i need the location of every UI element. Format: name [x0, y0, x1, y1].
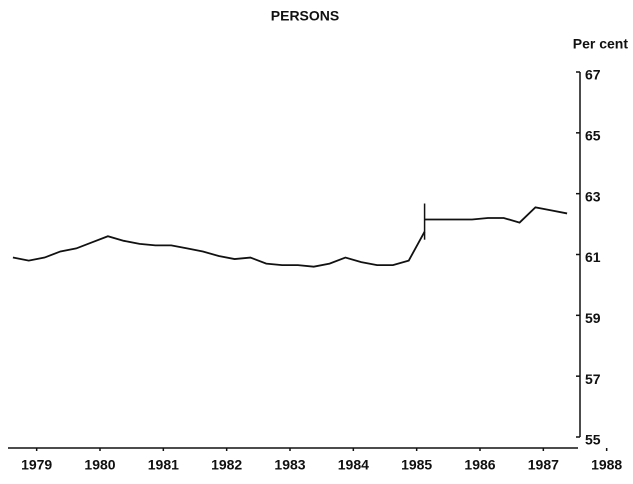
line-series	[12, 231, 426, 268]
y-tick-label: 63	[585, 188, 601, 204]
x-tick-label: 1980	[84, 457, 115, 473]
chart-title: PERSONS	[271, 8, 339, 24]
x-tick-label: 1984	[338, 457, 369, 473]
x-tick-label: 1979	[21, 457, 52, 473]
y-tick-label: 61	[585, 249, 601, 265]
y-tick-label: 59	[585, 310, 601, 326]
x-tick-label: 1987	[528, 457, 559, 473]
x-tick-label: 1982	[211, 457, 242, 473]
y-tick-label: 55	[585, 432, 601, 448]
x-tick-label: 1985	[401, 457, 432, 473]
y-tick-label: 65	[585, 128, 601, 144]
x-tick-label: 1986	[464, 457, 495, 473]
y-tick-label: 67	[585, 67, 601, 83]
line-series	[424, 206, 568, 224]
y-tick-label: 57	[585, 371, 601, 387]
x-tick-label: 1981	[148, 457, 179, 473]
y-axis-label: Per cent	[573, 36, 629, 52]
x-tick-label: 1983	[274, 457, 305, 473]
x-tick-label: 1988	[591, 457, 622, 473]
